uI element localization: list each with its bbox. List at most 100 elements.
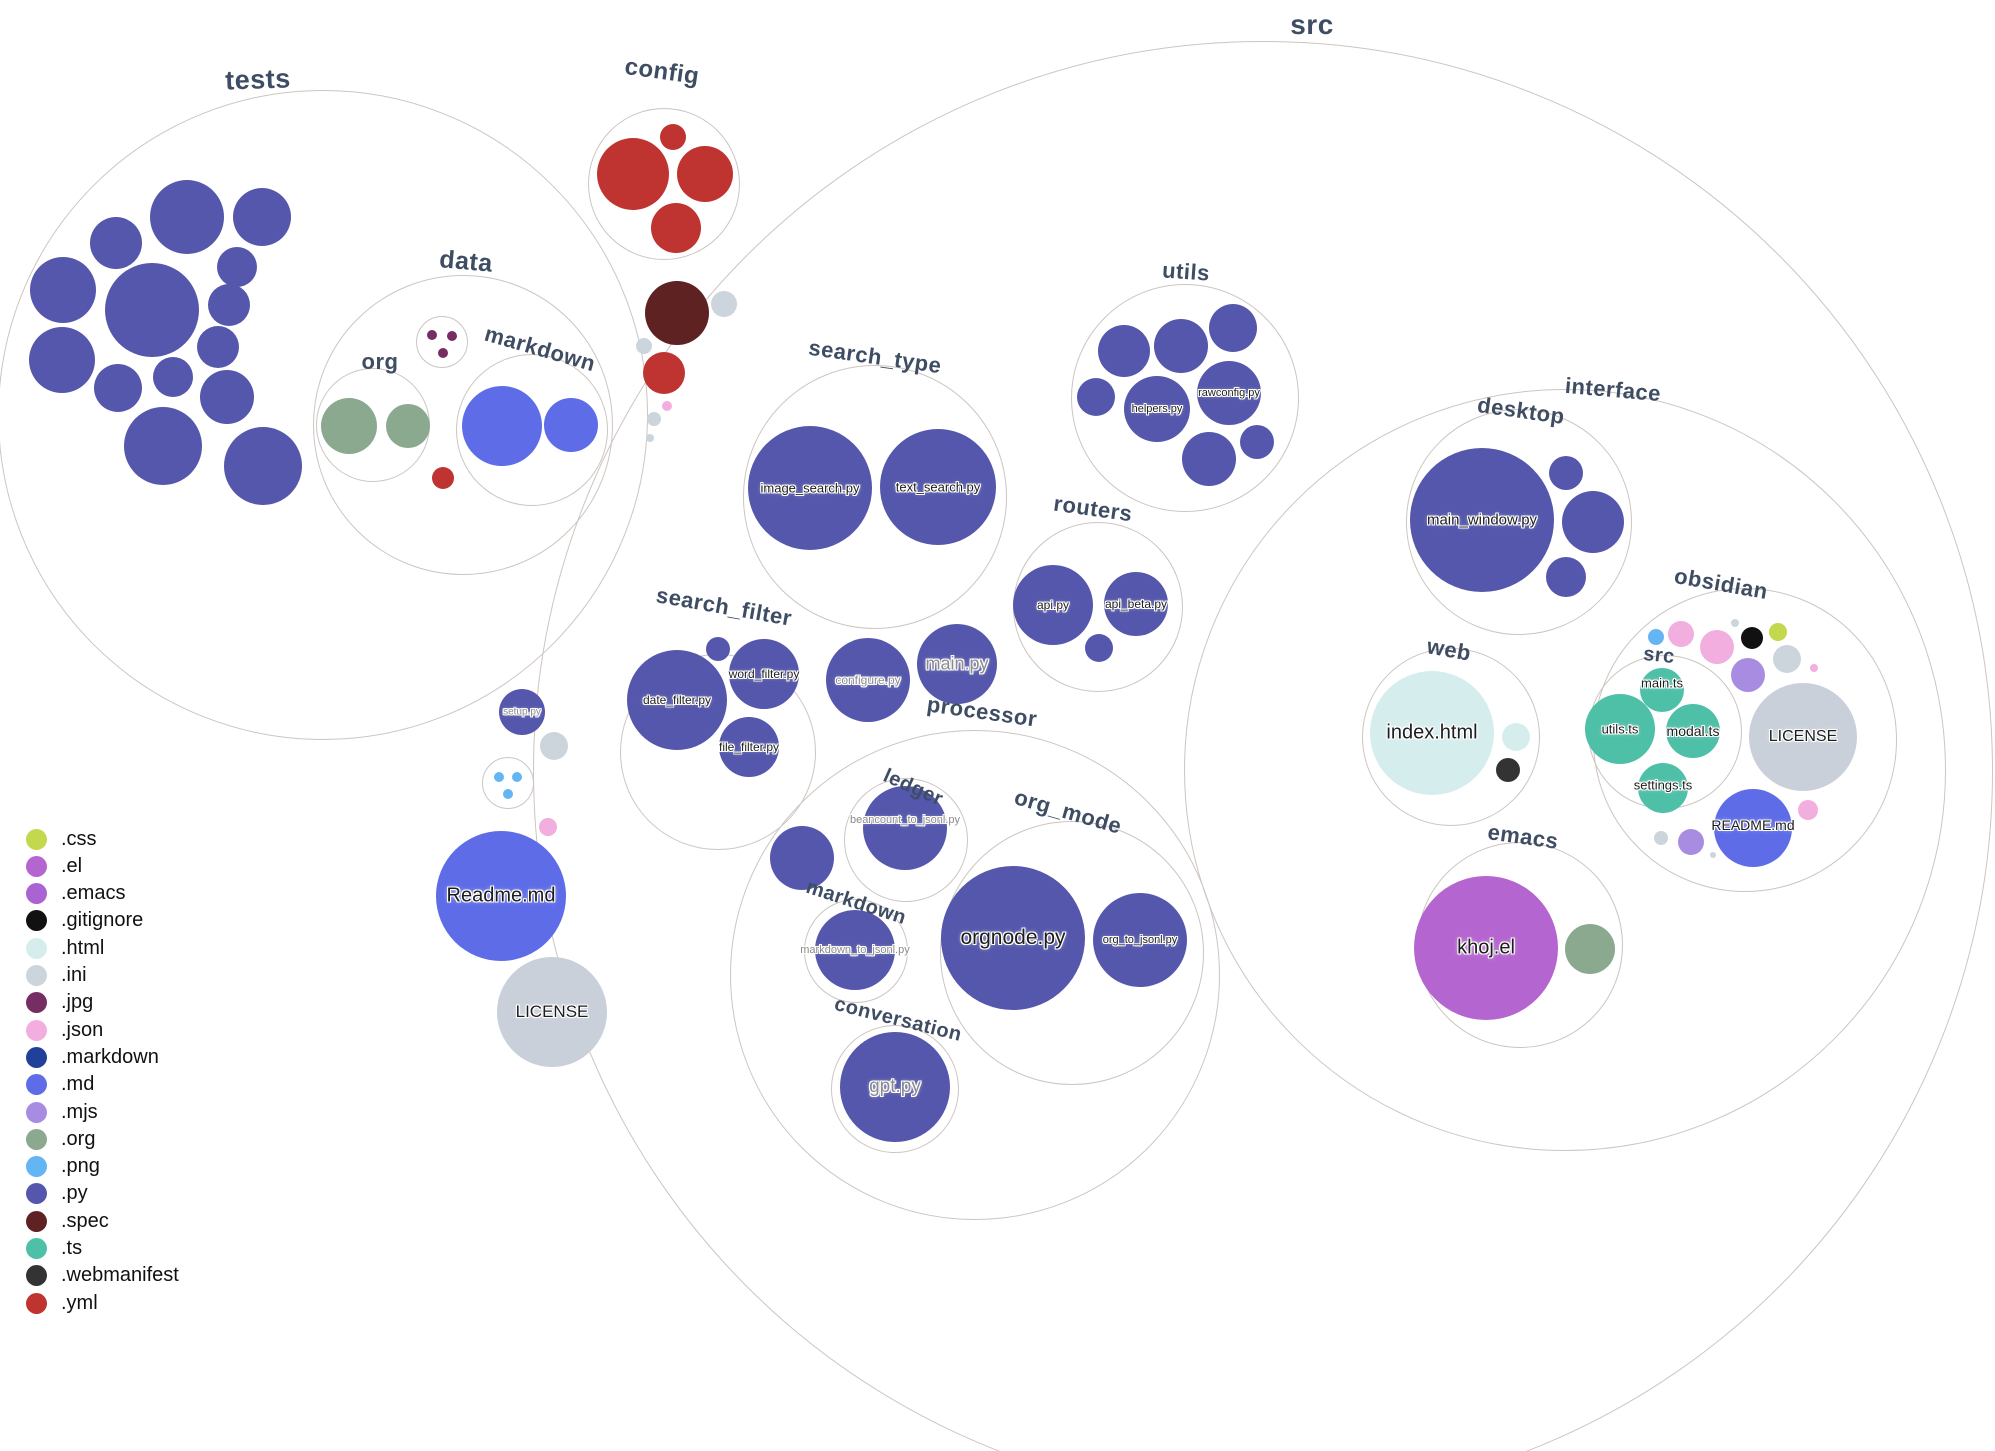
file-circle-py-file bbox=[153, 357, 193, 397]
legend-label-.mjs: .mjs bbox=[61, 1100, 98, 1123]
file-circle-ini-file bbox=[1710, 852, 1716, 858]
file-circle-py-file bbox=[233, 188, 291, 246]
file-circle-ini-file bbox=[1654, 831, 1668, 845]
file-circle-yml-file bbox=[597, 138, 669, 210]
legend-item-.py: .py bbox=[26, 1181, 88, 1207]
legend-label-.gitignore: .gitignore bbox=[61, 909, 144, 932]
legend-swatch-.org bbox=[26, 1128, 47, 1150]
dir-circle-web bbox=[1362, 648, 1540, 826]
file-circle-py-file bbox=[30, 257, 96, 323]
file-label-text-search.py: text_search.py bbox=[895, 479, 981, 495]
file-circle-settings.ts bbox=[1638, 763, 1688, 813]
file-label-gpt.py: gpt.py bbox=[869, 1076, 921, 1097]
legend-label-.el: .el bbox=[61, 854, 83, 877]
legend-label-.md: .md bbox=[61, 1073, 95, 1096]
file-label-settings.ts: settings.ts bbox=[1633, 777, 1693, 793]
file-circle-md-file bbox=[544, 398, 598, 452]
file-circle-json-file bbox=[1810, 664, 1818, 672]
legend-swatch-.css bbox=[26, 828, 47, 850]
file-circle-md-file bbox=[462, 386, 542, 466]
legend-item-.html: .html bbox=[26, 935, 104, 961]
file-circle-utils.ts bbox=[1585, 694, 1655, 764]
file-circle-py-file bbox=[124, 407, 202, 485]
dir-label-data: data bbox=[438, 245, 494, 278]
dir-circle-config bbox=[588, 108, 740, 260]
file-label-utils.ts: utils.ts bbox=[1601, 721, 1639, 737]
legend-swatch-.py bbox=[26, 1183, 47, 1205]
file-circle-setup.py bbox=[499, 689, 545, 735]
file-label-modal.ts: modal.ts bbox=[1666, 723, 1720, 739]
file-circle-configure.py bbox=[826, 638, 910, 722]
file-circle-py-file bbox=[197, 326, 239, 368]
dir-label-config: config bbox=[623, 52, 702, 91]
legend-item-.css: .css bbox=[26, 826, 97, 852]
dir-circle-interface bbox=[1184, 389, 1946, 1151]
legend-item-.jpg: .jpg bbox=[26, 990, 93, 1016]
file-circle-org-file bbox=[386, 404, 430, 448]
file-label-main.py: main.py bbox=[925, 653, 989, 674]
file-circle-markdown-to-jsonl.py bbox=[815, 910, 895, 990]
file-circle-org-file bbox=[321, 398, 377, 454]
file-circle-json-file bbox=[1668, 621, 1694, 647]
file-label-word-filter.py: word_filter.py bbox=[728, 667, 800, 681]
legend-item-.json: .json bbox=[26, 1017, 103, 1043]
file-circle-py-file bbox=[150, 180, 224, 254]
file-circle-readme.md bbox=[1714, 789, 1792, 867]
file-label-index.html: index.html bbox=[1386, 721, 1478, 744]
dir-label-tests: tests bbox=[224, 63, 292, 96]
legend-swatch-.ts bbox=[26, 1238, 47, 1259]
legend-item-.mjs: .mjs bbox=[26, 1099, 98, 1125]
legend-label-.png: .png bbox=[61, 1155, 100, 1178]
legend-item-.webmanifest: .webmanifest bbox=[26, 1263, 179, 1289]
dir-label-utils: utils bbox=[1161, 257, 1211, 286]
file-label-org-to-jsonl.py: org_to_jsonl.py bbox=[1102, 934, 1178, 946]
legend-item-.emacs: .emacs bbox=[26, 881, 125, 907]
file-circle-png-file bbox=[503, 789, 513, 799]
dir-circle-utils bbox=[1071, 284, 1299, 512]
file-circle-yml-file bbox=[432, 467, 454, 489]
file-circle-jpg-file bbox=[427, 330, 437, 340]
file-label-api.py: api.py bbox=[1036, 598, 1070, 612]
dir-circle-docs bbox=[482, 757, 534, 809]
file-label-file-filter.py: file_filter.py bbox=[718, 740, 780, 754]
file-circle-py-file bbox=[90, 217, 142, 269]
file-circle-file-filter.py bbox=[719, 717, 779, 777]
legend-swatch-.spec bbox=[26, 1210, 47, 1232]
file-circle-py-file bbox=[208, 284, 250, 326]
file-circle-yml-file bbox=[677, 146, 733, 202]
file-circle-yml-file bbox=[660, 124, 686, 150]
file-circle-text-search.py bbox=[880, 429, 996, 545]
dir-label-src-obsidian: src bbox=[1642, 642, 1676, 669]
file-circle-py-file bbox=[1077, 378, 1115, 416]
file-circle-ini-file bbox=[540, 732, 568, 760]
dir-circle-src bbox=[533, 41, 1993, 1451]
legend-label-.html: .html bbox=[61, 936, 105, 959]
file-circle-yml-file bbox=[651, 203, 701, 253]
dir-circle-markdown-data bbox=[456, 354, 608, 506]
legend-label-.emacs: .emacs bbox=[61, 882, 126, 905]
file-circle-png-file bbox=[494, 772, 504, 782]
file-circle-ini-file bbox=[1731, 619, 1739, 627]
legend-label-.ts: .ts bbox=[61, 1237, 83, 1259]
file-circle-json-file bbox=[539, 818, 557, 836]
file-circle-py-file bbox=[1098, 325, 1150, 377]
file-circle-image-search.py bbox=[748, 426, 872, 550]
legend-swatch-.ini bbox=[26, 965, 47, 986]
legend-label-.jpg: .jpg bbox=[61, 991, 94, 1014]
file-circle-json-file bbox=[1700, 630, 1734, 664]
file-circle-py-file bbox=[217, 247, 257, 287]
file-circle-spec-file bbox=[645, 281, 709, 345]
legend-label-.spec: .spec bbox=[61, 1209, 109, 1232]
file-circle-mjs-file bbox=[1678, 829, 1704, 855]
file-circle-gitignore-file bbox=[1741, 627, 1763, 649]
legend-swatch-.json bbox=[26, 1019, 47, 1041]
file-circle-py-file bbox=[1549, 456, 1583, 490]
file-label-readme.md: Readme.md bbox=[446, 884, 556, 907]
file-circle-main.ts bbox=[1640, 668, 1684, 712]
file-circle-py-file bbox=[1085, 634, 1113, 662]
legend-swatch-.jpg bbox=[26, 992, 47, 1014]
file-circle-yml-file bbox=[643, 352, 685, 394]
file-circle-gpt.py bbox=[840, 1032, 950, 1142]
legend-swatch-.emacs bbox=[26, 883, 47, 905]
file-label-readme.md: README.md bbox=[1711, 817, 1795, 833]
